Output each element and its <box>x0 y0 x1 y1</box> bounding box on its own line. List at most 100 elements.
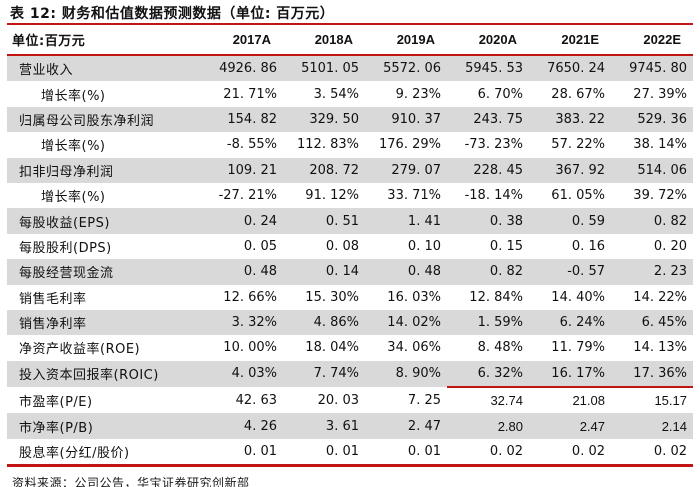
cell-value: 0. 24 <box>201 208 283 234</box>
cell-value: 154. 82 <box>201 106 283 133</box>
cell-value: 228. 45 <box>447 157 529 183</box>
cell-value: 12. 84% <box>469 289 523 305</box>
cell-value: 279. 07 <box>365 157 447 183</box>
cell-value: 0. 20 <box>653 238 687 254</box>
table-row: 每股经营现金流 0. 48 0. 14 0. 48 0. 82 -0. 57 2. 23 <box>7 259 693 285</box>
cell-value: 0. 38 <box>447 208 529 234</box>
cell-value: 6. 24% <box>529 309 611 336</box>
table-row: 投入资本回报率(ROIC) 4. 03% 7. 74% 8. 90% 6. 32% 16.… <box>7 360 693 389</box>
cell-value: -73. 23% <box>464 137 523 153</box>
cell-value: 9745. 80 <box>611 55 693 82</box>
cell-value: 91. 12% <box>305 188 359 204</box>
table-row: 销售毛利率 12. 66% 15. 30% 16. 03% 12. 84% 14. 40%… <box>7 285 693 310</box>
cell-value: 14. 02% <box>365 309 447 336</box>
table-row: 扣非归母净利润 109. 21 208. 72 279. 07 228. 45 367. … <box>7 157 693 183</box>
cell-value: 7. 25 <box>407 392 441 408</box>
table-row: 每股收益(EPS) 0. 24 0. 51 1. 41 0. 38 0. 59 0. 82 <box>7 208 693 234</box>
table-row: 增长率(%) 21. 71% 3. 54% 9. 23% 6. 70% 28. 67% 27… <box>7 81 693 106</box>
cell-value: 61. 05% <box>551 188 605 204</box>
column-header-2017a: 2017A <box>201 23 283 56</box>
cell-value: 28. 67% <box>551 86 605 102</box>
cell-value: 10. 00% <box>223 340 277 356</box>
cell-value: 39. 72% <box>633 188 687 204</box>
cell-value: 15.17 <box>654 393 687 409</box>
cell-value: 2.80 <box>447 413 529 439</box>
cell-value: 18. 04% <box>305 340 359 356</box>
cell-value: 5572. 06 <box>365 55 447 82</box>
row-label: 营业收入 <box>7 55 201 82</box>
cell-value: 0. 08 <box>325 238 359 254</box>
cell-value: 0. 82 <box>447 259 529 285</box>
row-label: 每股收益(EPS) <box>7 208 201 234</box>
table-row: 股息率(分红/股价) 0. 01 0. 01 0. 01 0. 02 0. 02 0. 02 <box>7 438 693 468</box>
table-row: 增长率(%) -27. 21% 91. 12% 33. 71% -18. 14% 61. … <box>7 183 693 208</box>
cell-value: 34. 06% <box>387 340 441 356</box>
column-header-2018a: 2018A <box>283 23 365 56</box>
table-row: 增长率(%) -8. 55% 112. 83% 176. 29% -73. 23% 57.… <box>7 132 693 157</box>
table-row: 市净率(P/B) 4. 26 3. 61 2. 47 2.80 2.47 2.14 <box>7 413 693 439</box>
table-row: 净资产收益率(ROE) 10. 00% 18. 04% 34. 06% 8. 48% 11… <box>7 335 693 360</box>
cell-value: 21. 71% <box>223 86 277 102</box>
cell-value: 4. 26 <box>201 413 283 439</box>
row-label: 市盈率(P/E) <box>19 394 93 410</box>
cell-value: 0. 48 <box>201 259 283 285</box>
cell-value: 5945. 53 <box>447 55 529 82</box>
cell-value: 33. 71% <box>387 188 441 204</box>
row-label: 销售净利率 <box>7 309 201 336</box>
cell-value: 16. 03% <box>387 289 441 305</box>
cell-value: -27. 21% <box>218 188 277 204</box>
cell-value: 0. 02 <box>447 438 529 468</box>
cell-value: 1. 59% <box>447 309 529 336</box>
table-title: 表 12: 财务和估值数据预测数据（单位: 百万元） <box>10 6 335 22</box>
cell-value: 7650. 24 <box>529 55 611 82</box>
table-row: 销售净利率 3. 32% 4. 86% 14. 02% 1. 59% 6. 24% 6. 4… <box>7 309 693 336</box>
cell-value: 2. 23 <box>611 259 693 285</box>
row-label: 增长率(%) <box>41 190 106 206</box>
cell-value: 16. 17% <box>529 360 611 389</box>
row-label: 销售毛利率 <box>19 291 87 307</box>
cell-value: 14. 22% <box>633 289 687 305</box>
cell-value: 12. 66% <box>223 289 277 305</box>
cell-value: 0. 15 <box>489 238 523 254</box>
cell-value: 910. 37 <box>365 106 447 133</box>
financial-table: 单位:百万元 2017A 2018A 2019A 2020A 2021E 202… <box>7 23 693 468</box>
cell-value: 7. 74% <box>283 360 365 388</box>
row-label: 股息率(分红/股价) <box>7 438 201 468</box>
cell-value: 11. 79% <box>551 340 605 356</box>
cell-value: 112. 83% <box>297 137 359 153</box>
row-label: 市净率(P/B) <box>7 413 201 439</box>
row-label: 投入资本回报率(ROIC) <box>7 360 201 388</box>
cell-value: 0. 82 <box>611 208 693 234</box>
column-header-2021e: 2021E <box>529 23 611 56</box>
cell-value: 176. 29% <box>379 137 441 153</box>
cell-value: 3. 54% <box>313 86 359 102</box>
table-row: 市盈率(P/E) 42. 63 20. 03 7. 25 32.74 21.08 15.17 <box>7 387 693 413</box>
cell-value: 0. 48 <box>365 259 447 285</box>
cell-value: 57. 22% <box>551 137 605 153</box>
cell-value: 3. 32% <box>201 309 283 336</box>
cell-value: 9. 23% <box>395 86 441 102</box>
cell-value: 8. 90% <box>365 360 447 388</box>
column-header-2019a: 2019A <box>365 23 447 56</box>
cell-value: 4. 03% <box>201 360 283 388</box>
row-label: 每股经营现金流 <box>7 259 201 285</box>
cell-value: 2.14 <box>611 413 693 439</box>
cell-value: -8. 55% <box>226 137 277 153</box>
cell-value: 14. 40% <box>551 289 605 305</box>
cell-value: 27. 39% <box>633 86 687 102</box>
cell-value: -0. 57 <box>529 259 611 285</box>
column-header-2022e: 2022E <box>611 23 693 56</box>
cell-value: 1. 41 <box>365 208 447 234</box>
cell-value: 109. 21 <box>201 157 283 183</box>
cell-value: 243. 75 <box>447 106 529 133</box>
table-row: 每股股利(DPS) 0. 05 0. 08 0. 10 0. 15 0. 16 0. 20 <box>7 234 693 259</box>
cell-value: 529. 36 <box>611 106 693 133</box>
cell-value: 383. 22 <box>529 106 611 133</box>
cell-value: 0. 01 <box>201 438 283 468</box>
cell-value: 4. 86% <box>283 309 365 336</box>
cell-value: 17. 36% <box>611 360 693 389</box>
cell-value: 0. 10 <box>407 238 441 254</box>
cell-value: 20. 03 <box>317 392 359 408</box>
cell-value: 6. 32% <box>447 360 529 389</box>
